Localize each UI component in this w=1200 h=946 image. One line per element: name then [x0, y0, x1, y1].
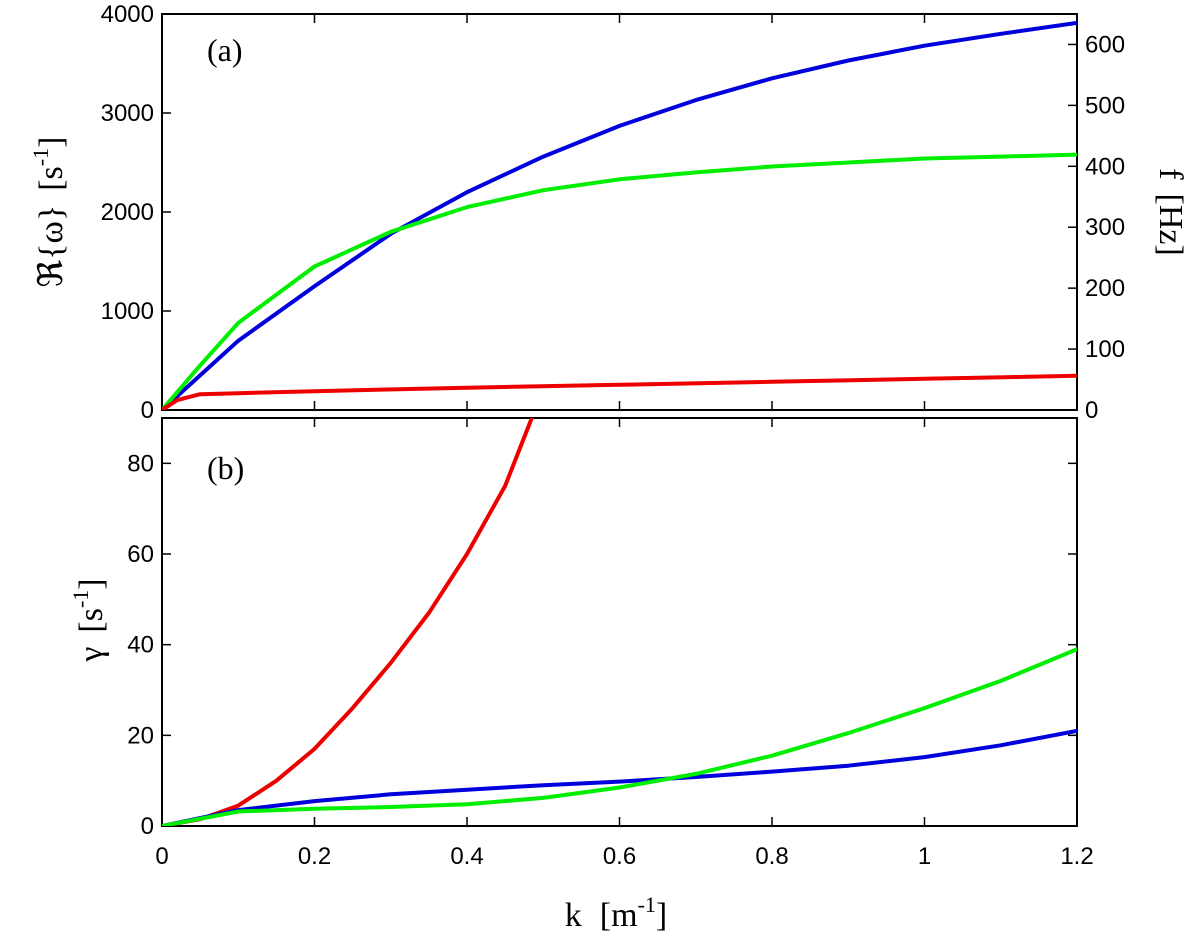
panel-b-xlabel-unit: [m [600, 897, 638, 934]
panel-a-ytick-right-label: 200 [1085, 275, 1125, 302]
panel-b: 0 0.2 0.4 0.6 0.8 1 1.2 0 20 40 60 80 [127, 417, 1094, 870]
panel-b-ytick-label: 40 [127, 632, 154, 659]
panel-a-ytick-right-label: 600 [1085, 31, 1125, 58]
panel-a-ytick-label: 1000 [101, 298, 154, 325]
svg-text:γ[s-1]: γ [s-1] [68, 578, 110, 662]
svg-text:ℜ{ω}[s-1]: ℜ{ω} [s-1] [28, 137, 70, 288]
panel-a-series-line [162, 373, 1077, 410]
panel-b-series-line [162, 418, 534, 826]
panel-b-ylabel-exp: -1 [68, 590, 93, 608]
panel-b-series-line [162, 728, 1077, 826]
panel-a-ytick-right-label: 0 [1085, 397, 1098, 424]
panel-b-xtick-label: 0.8 [755, 843, 788, 870]
panel-a-label: (a) [207, 32, 243, 68]
panel-b-frame [161, 417, 1078, 827]
panel-a-ylabel: ℜ{ω} [s-1] [28, 137, 70, 288]
panel-a-series-line [162, 20, 1077, 410]
panel-b-xlabel-exp: -1 [638, 892, 656, 917]
panel-b-xtick-label: 1.2 [1060, 843, 1093, 870]
panel-b-series-line [162, 647, 1077, 826]
panel-a-ytick-right-label: 100 [1085, 336, 1125, 363]
panel-a-ylabel-right-unit: [Hz] [1152, 194, 1189, 256]
panel-a-ylabel-unit: [s [33, 166, 70, 191]
panel-b-xtick-label: 0 [155, 843, 168, 870]
panel-b-xlabel-main: k [565, 897, 582, 934]
panel-b-ytick-label: 0 [141, 813, 154, 840]
panel-b-ylabel: γ [s-1] [68, 578, 110, 662]
panel-a-ylabel-right-main: f [1152, 168, 1189, 180]
panel-a-frame [161, 13, 1078, 411]
panel-a-ytick-label: 0 [141, 397, 154, 424]
panel-a-ylabel-main: ℜ{ω} [33, 205, 70, 288]
panel-a-ytick-right-label: 500 [1085, 92, 1125, 119]
svg-text:f[Hz]: f [Hz] [1152, 168, 1189, 256]
panel-a-ytick-label: 3000 [101, 100, 154, 127]
panel-b-xlabel-close: ] [656, 897, 667, 934]
panel-b-xtick-label: 1 [918, 843, 931, 870]
panel-a: 0 1000 2000 3000 4000 0 100 200 300 400 500 600 [101, 1, 1125, 424]
panel-b-xtick-label: 0.2 [298, 843, 331, 870]
panel-b-xtick-label: 0.6 [603, 843, 636, 870]
panel-a-ylabel-right: f [Hz] [1152, 168, 1189, 256]
panel-a-series-line [162, 152, 1077, 410]
panel-b-ylabel-main: γ [73, 647, 110, 663]
panel-a-ylabel-close: ] [33, 137, 70, 148]
panel-a-ytick-label: 2000 [101, 199, 154, 226]
panel-a-ytick-right-label: 300 [1085, 214, 1125, 241]
panel-b-ytick-label: 80 [127, 450, 154, 477]
panel-b-ytick-label: 20 [127, 722, 154, 749]
panel-b-ytick-label: 60 [127, 541, 154, 568]
panel-b-ylabel-close: ] [73, 578, 110, 589]
panel-b-xtick-label: 0.4 [450, 843, 483, 870]
panel-a-ytick-label: 4000 [101, 1, 154, 28]
panel-b-xlabel: k [m-1] [565, 892, 667, 934]
panel-a-ylabel-exp: -1 [28, 148, 53, 166]
panel-b-label: (b) [207, 450, 244, 486]
panel-b-ylabel-unit: [s [73, 608, 110, 633]
panel-a-ytick-right-label: 400 [1085, 153, 1125, 180]
